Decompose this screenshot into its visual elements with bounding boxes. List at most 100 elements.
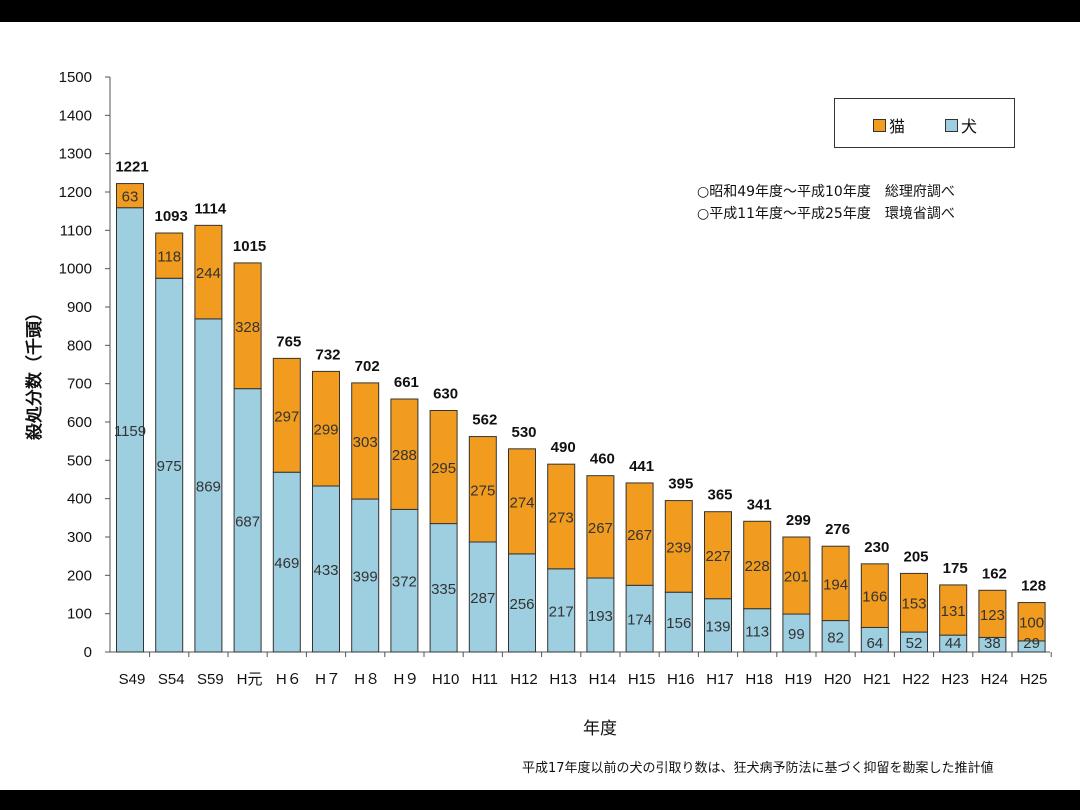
source-notes: ○昭和49年度～平成10年度 総理府調べ ○平成11年度～平成25年度 環境省調… [697,181,955,225]
legend-item-dog: 犬 [945,113,977,137]
data-label-dog: 156 [666,615,691,632]
data-label-dog: 113 [745,623,769,640]
legend-swatch-cat [873,118,886,132]
data-label-cat: 328 [235,319,260,336]
x-tick-label: S49 [119,671,146,688]
bar-cat [978,589,1007,638]
bar-dog [743,608,772,653]
bar-cat [704,511,732,600]
data-label-dog: 687 [235,513,260,530]
data-label-cat: 244 [196,265,221,282]
data-label-cat: 123 [980,607,1005,624]
y-axis: 0 100 200 300 400 500 600 700 800 900 1000 1100 1200… [59,69,111,661]
bar-dog [508,553,536,653]
data-label-cat: 100 [1019,615,1044,632]
data-label-cat: 63 [122,189,139,206]
bar-cat [194,224,223,320]
bar-cat [939,584,968,636]
y-tick-label: 0 [84,644,92,661]
data-label-total: 175 [943,560,968,577]
data-label-total: 732 [315,346,340,363]
bar-cat [429,410,458,525]
data-label-dog: 399 [353,569,378,586]
data-label-total: 702 [355,358,380,375]
data-label-cat: 267 [588,520,613,537]
bars-group [116,183,1046,653]
data-label-cat: 227 [705,548,730,565]
data-label-dog: 38 [984,635,1001,652]
bar-cat [468,436,497,543]
x-tick-label: H25 [1020,671,1048,688]
bar-dog [860,626,889,653]
data-label-cat: 267 [627,527,652,544]
y-tick-label: 900 [67,299,92,316]
y-tick-label: 200 [67,567,92,584]
bar-dog [351,498,380,653]
y-tick-label: 500 [67,452,92,469]
bar-dog [390,508,419,653]
bar-cat [821,545,850,622]
legend-item-cat: 猫 [873,113,905,137]
data-label-dog: 469 [274,555,299,572]
x-tick-label: H７ [315,671,341,688]
data-label-cat: 297 [274,408,299,425]
x-tick-label: H23 [941,671,969,688]
y-tick-label: 1000 [59,261,92,278]
bar-cat [351,382,380,500]
bar-dog [468,541,497,653]
data-label-total: 205 [903,548,928,565]
data-label-dog: 1159 [114,423,146,440]
x-tick-label: H６ [276,671,302,688]
y-tick-label: 1200 [59,184,92,201]
bar-cat [900,572,928,633]
bar-cat [860,563,889,628]
bar-cat [664,500,693,593]
bar-dog [664,591,693,653]
x-axis: S49 S54 S59 H元 H６ H７ H８ H９ H10 H11 H12 H13 H14 H15 H16… [110,651,1052,688]
data-label-total: 276 [825,521,850,538]
y-tick-label: 1100 [60,222,92,239]
bar-dog [116,207,144,653]
data-label-dog: 82 [827,629,844,646]
data-label-dog: 139 [705,618,730,635]
source-note-1: ○昭和49年度～平成10年度 総理府調べ [697,184,955,200]
data-label-total: 1093 [155,208,188,225]
legend-label-cat: 猫 [889,117,906,136]
y-tick-label: 1300 [59,146,92,163]
data-label-total: 562 [472,412,497,429]
data-label-total: 230 [864,539,889,556]
data-label-cat: 288 [392,447,417,464]
data-label-dog: 869 [196,478,221,495]
bar-dog [821,620,850,653]
x-tick-label: S54 [158,671,185,688]
bar-dog [272,471,301,653]
y-tick-label: 400 [67,491,92,508]
x-tick-label: H17 [706,671,734,688]
data-label-cat: 275 [470,482,495,499]
bar-dog [586,577,615,653]
data-label-dog: 193 [588,608,613,625]
y-tick-label: 600 [67,414,92,431]
x-tick-label: H11 [472,671,498,688]
x-tick-label: H19 [785,671,813,688]
x-tick-label: H９ [393,671,419,688]
x-tick-label: H13 [549,671,577,688]
bar-cat [272,357,301,473]
data-label-cat: 228 [745,558,770,575]
data-label-dog: 217 [549,603,574,620]
x-tick-label: H24 [981,671,1009,688]
data-label-cat: 303 [353,434,378,451]
bar-cat [390,398,419,510]
data-label-dog: 64 [866,635,883,652]
data-label-total: 490 [551,439,576,456]
x-tick-label: H22 [902,671,930,688]
data-label-cat: 118 [157,249,181,266]
data-label-total: 365 [707,487,732,504]
source-note-2: ○平成11年度～平成25年度 環境省調べ [697,206,955,222]
footnote: 平成17年度以前の犬の引取り数は、狂犬病予防法に基づく抑留を勘案した推計値 [522,761,994,776]
data-label-cat: 166 [862,589,887,606]
data-label-cat: 239 [666,539,691,556]
x-tick-label: H15 [628,671,656,688]
data-label-dog: 174 [627,612,652,629]
data-label-total: 128 [1021,578,1046,595]
